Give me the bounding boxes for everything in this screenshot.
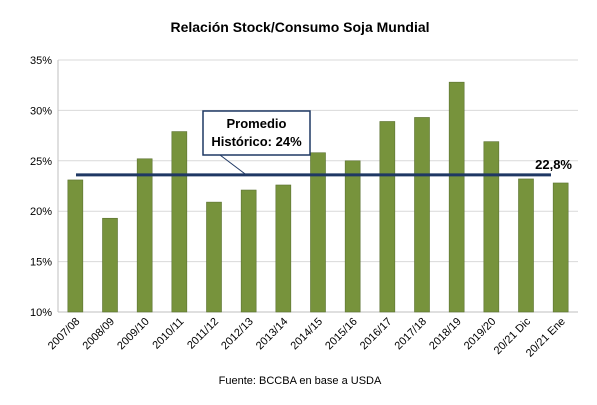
x-tick-label: 2008/09 — [81, 316, 118, 353]
y-tick-label: 30% — [30, 105, 52, 117]
bar — [240, 189, 257, 313]
bar — [206, 201, 222, 313]
bar — [414, 117, 430, 313]
y-tick-label: 20% — [30, 206, 52, 218]
y-tick-label: 10% — [30, 307, 52, 319]
x-axis-labels: 2007/082008/092009/102010/112011/122012/… — [46, 315, 568, 359]
average-callout-box — [202, 110, 311, 156]
x-tick-label: 2017/18 — [393, 316, 430, 353]
x-tick-label: 2011/12 — [185, 316, 221, 352]
bar — [171, 131, 188, 313]
bar — [344, 160, 361, 313]
bar — [67, 179, 84, 313]
bar — [102, 217, 118, 313]
bar — [310, 152, 326, 313]
x-tick-label: 2014/15 — [289, 316, 326, 353]
x-tick-label: 2015/16 — [323, 316, 360, 353]
source-note: Fuente: BCCBA en base a USDA — [219, 375, 382, 387]
bar — [518, 178, 534, 313]
bar — [483, 141, 500, 313]
y-tick-label: 25% — [30, 156, 52, 168]
bar — [379, 121, 396, 313]
bar — [275, 184, 292, 313]
x-tick-label: 2016/17 — [358, 316, 395, 353]
bars — [67, 81, 569, 313]
bar — [552, 182, 569, 313]
average-callout-pointer — [219, 154, 246, 175]
average-label-line1: Promedio — [227, 116, 287, 131]
x-tick-label: 2013/14 — [254, 316, 291, 353]
y-tick-label: 35% — [30, 55, 52, 67]
chart-title: Relación Stock/Consumo Soja Mundial — [170, 19, 429, 35]
annotations: Promedio Histórico: 24% 22,8% — [202, 110, 572, 175]
bar — [136, 158, 153, 313]
x-tick-label: 2007/08 — [46, 316, 83, 353]
average-label-line2: Histórico: 24% — [211, 134, 302, 149]
y-axis-ticks: 10% 15% 20% 25% 30% 35% — [30, 55, 52, 319]
x-tick-label: 2012/13 — [219, 316, 256, 353]
x-tick-label: 2010/11 — [150, 316, 186, 352]
y-tick-label: 15% — [30, 257, 52, 269]
last-value-label: 22,8% — [535, 157, 572, 172]
x-tick-label: 2009/10 — [115, 316, 152, 353]
x-tick-label: 2018/19 — [427, 316, 464, 353]
bar — [448, 81, 465, 313]
